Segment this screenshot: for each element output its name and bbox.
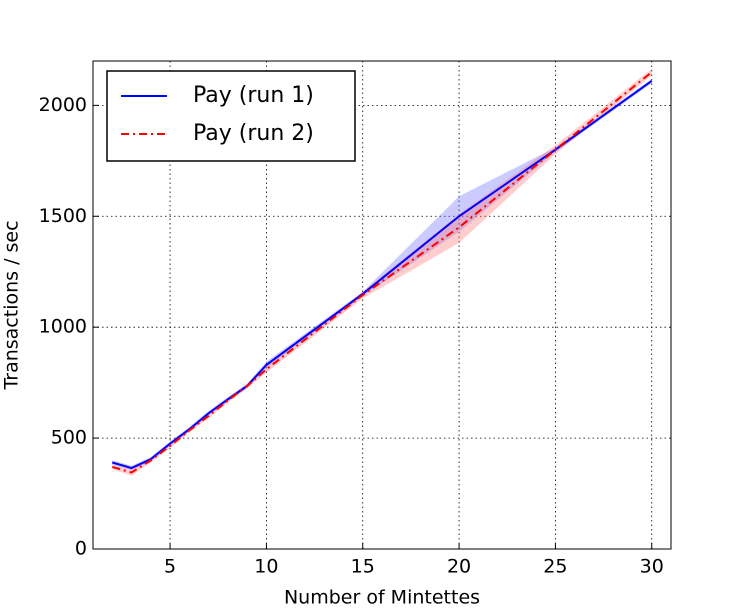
- y-tick-label: 0: [75, 538, 87, 560]
- legend-label: Pay (run 1): [193, 83, 314, 108]
- x-tick-label: 15: [351, 556, 375, 578]
- legend-label: Pay (run 2): [193, 121, 314, 146]
- plot-frame: [92, 60, 672, 550]
- legend-box: [106, 70, 356, 162]
- x-axis-label: Number of Mintettes: [284, 587, 480, 609]
- x-tick-label: 10: [254, 556, 278, 578]
- x-tick-label: 5: [164, 556, 176, 578]
- y-tick-label: 500: [51, 427, 87, 449]
- y-tick-label: 1000: [39, 316, 87, 338]
- y-axis-label: Transactions / sec: [1, 220, 23, 390]
- x-tick-label: 20: [447, 556, 471, 578]
- y-tick-label: 2000: [39, 94, 87, 116]
- y-tick-label: 1500: [39, 205, 87, 227]
- x-tick-label: 30: [640, 556, 664, 578]
- x-tick-label: 25: [543, 556, 567, 578]
- line: [111, 71, 653, 474]
